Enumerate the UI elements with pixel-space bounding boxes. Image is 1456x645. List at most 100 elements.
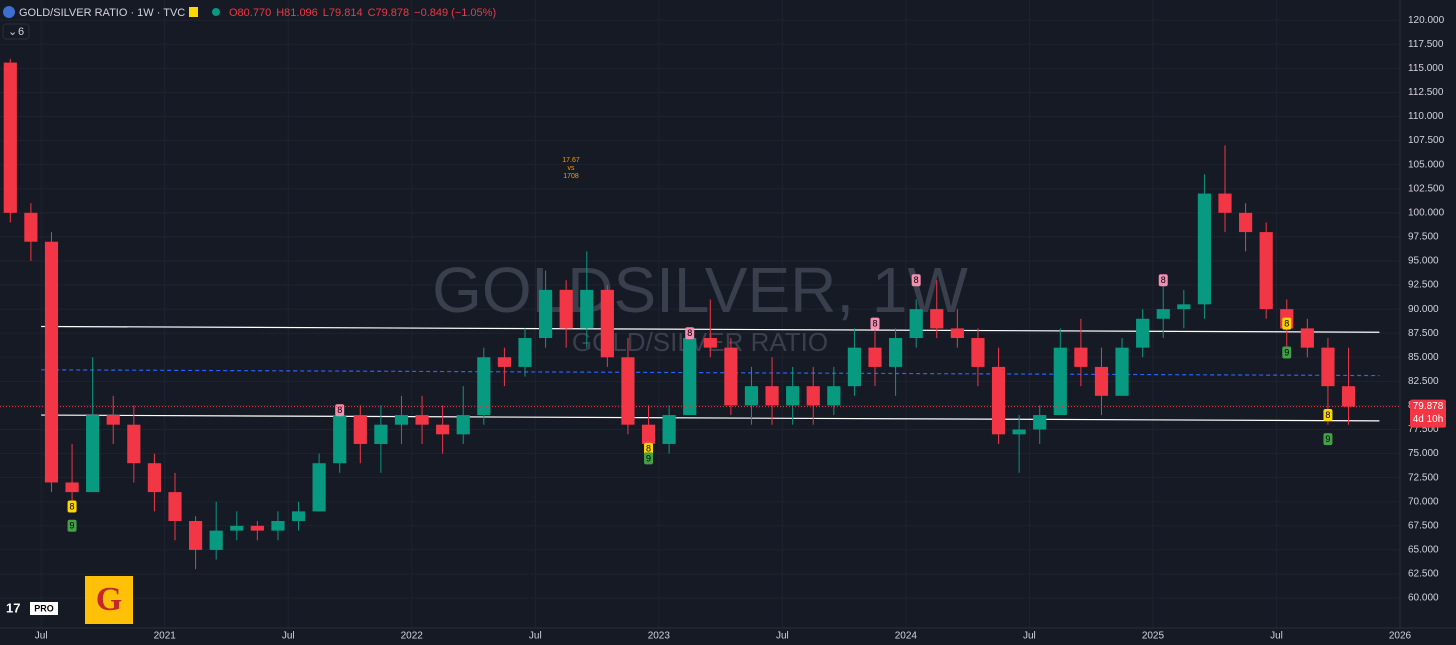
candle-body: [1218, 193, 1232, 213]
td-marker: [911, 274, 921, 287]
candle-body: [950, 328, 964, 339]
ohlc-item: C79.878: [368, 7, 410, 19]
td-marker-text: 8: [872, 318, 877, 328]
candle-body: [1136, 318, 1150, 348]
g-text: G: [96, 581, 122, 618]
candle-body: [971, 338, 985, 367]
pro-text: PRO: [34, 603, 54, 613]
trend-line: [41, 369, 1380, 377]
candle-body: [806, 386, 820, 406]
last-price-label: 79.878: [1413, 401, 1444, 412]
candle-body: [786, 386, 800, 406]
watermark-sub: GOLD/SILVER RATIO: [572, 327, 828, 357]
y-tick-label: 67.500: [1408, 520, 1439, 531]
candle-body: [847, 347, 861, 387]
candle-body: [539, 289, 553, 339]
x-tick-label: Jul: [35, 631, 48, 642]
td-marker: [1282, 346, 1292, 359]
td-marker-text: 8: [1284, 318, 1289, 328]
y-tick-label: 70.000: [1408, 496, 1439, 507]
y-tick-label: 102.500: [1408, 183, 1445, 194]
grid: [0, 0, 1401, 628]
candle-body: [86, 415, 100, 493]
candle-body: [662, 415, 676, 444]
td-marker: [1158, 274, 1168, 287]
y-tick-label: 72.500: [1408, 472, 1439, 483]
x-tick-label: Jul: [529, 631, 542, 642]
tv-logo: 17: [6, 600, 20, 615]
candle-body: [477, 357, 491, 416]
ohlc-legend: O80.770 H81.096 L79.814 C79.878 −0.849 (−1.0…: [229, 7, 496, 19]
candle-body: [24, 212, 38, 242]
y-tick-label: 60.000: [1408, 593, 1439, 604]
td-marker: [67, 500, 77, 513]
ohlc-item: O80.770: [229, 7, 271, 19]
pro-badge: [30, 602, 58, 615]
candle-body: [1094, 366, 1109, 396]
candle-body: [147, 463, 161, 493]
candle-body: [44, 241, 59, 483]
td-marker-text: 9: [70, 521, 75, 531]
candle-body: [456, 415, 470, 435]
td-marker-text: 9: [1284, 347, 1289, 357]
candle-body: [683, 338, 697, 416]
td-marker: [1323, 433, 1333, 446]
candle-body: [1341, 386, 1356, 407]
symbol: GOLD/SILVER RATIO · 1W · TVC: [19, 7, 185, 19]
candle-body: [353, 415, 367, 444]
candle-body: [765, 386, 779, 406]
td-marker: [67, 519, 77, 532]
candle-body: [703, 338, 717, 348]
x-tick-label: 2021: [154, 631, 177, 642]
candle-body: [1197, 193, 1211, 305]
td-marker: [685, 327, 695, 340]
x-tick-label: Jul: [1023, 631, 1036, 642]
x-tick-label: Jul: [282, 631, 295, 642]
ohlc-item: −0.849 (−1.05%): [414, 7, 496, 19]
trend-line: [41, 414, 1380, 422]
candle-body: [930, 309, 944, 329]
y-tick-label: 77.500: [1408, 424, 1439, 435]
candle-body: [1053, 347, 1067, 416]
candle-body: [1259, 232, 1273, 310]
candle-body: [106, 415, 120, 425]
x-tick-label: Jul: [776, 631, 789, 642]
watermark: GOLDSILVER, 1W: [432, 254, 968, 326]
td-marker: [644, 442, 654, 455]
td-marker-text: 8: [337, 405, 342, 415]
candle-body: [868, 347, 882, 367]
x-tick-label: Jul: [1270, 631, 1283, 642]
ohlc-item: L79.814: [323, 7, 363, 19]
y-tick-label: 85.000: [1408, 352, 1439, 363]
td-marker: [335, 404, 345, 417]
x-tick-label: 2024: [895, 631, 918, 642]
td-marker-text: 8: [1161, 275, 1166, 285]
candle-body: [1033, 415, 1047, 430]
candle-body: [1156, 309, 1170, 319]
y-tick-label: 65.000: [1408, 545, 1439, 556]
indicator-toggle[interactable]: [2, 23, 30, 40]
td-marker: [644, 452, 654, 465]
candle-body: [641, 424, 656, 444]
g-badge: [85, 576, 133, 624]
candle-body: [559, 289, 573, 329]
candle-body: [1074, 347, 1088, 367]
countdown: 4d 10h: [1413, 414, 1444, 425]
y-tick-label: 112.500: [1408, 87, 1444, 98]
indicator-count: 6: [18, 26, 24, 38]
candle-body: [394, 415, 409, 425]
candle-body: [724, 347, 738, 406]
candle-body: [271, 520, 285, 531]
y-tick-label: 90.000: [1408, 304, 1439, 315]
td-marker: [1323, 409, 1333, 422]
candle-body: [168, 492, 182, 521]
candle-body: [1115, 347, 1129, 396]
candle-body: [1300, 328, 1314, 348]
flag-icon: [3, 6, 15, 18]
price-axis-bg: [1400, 0, 1456, 645]
